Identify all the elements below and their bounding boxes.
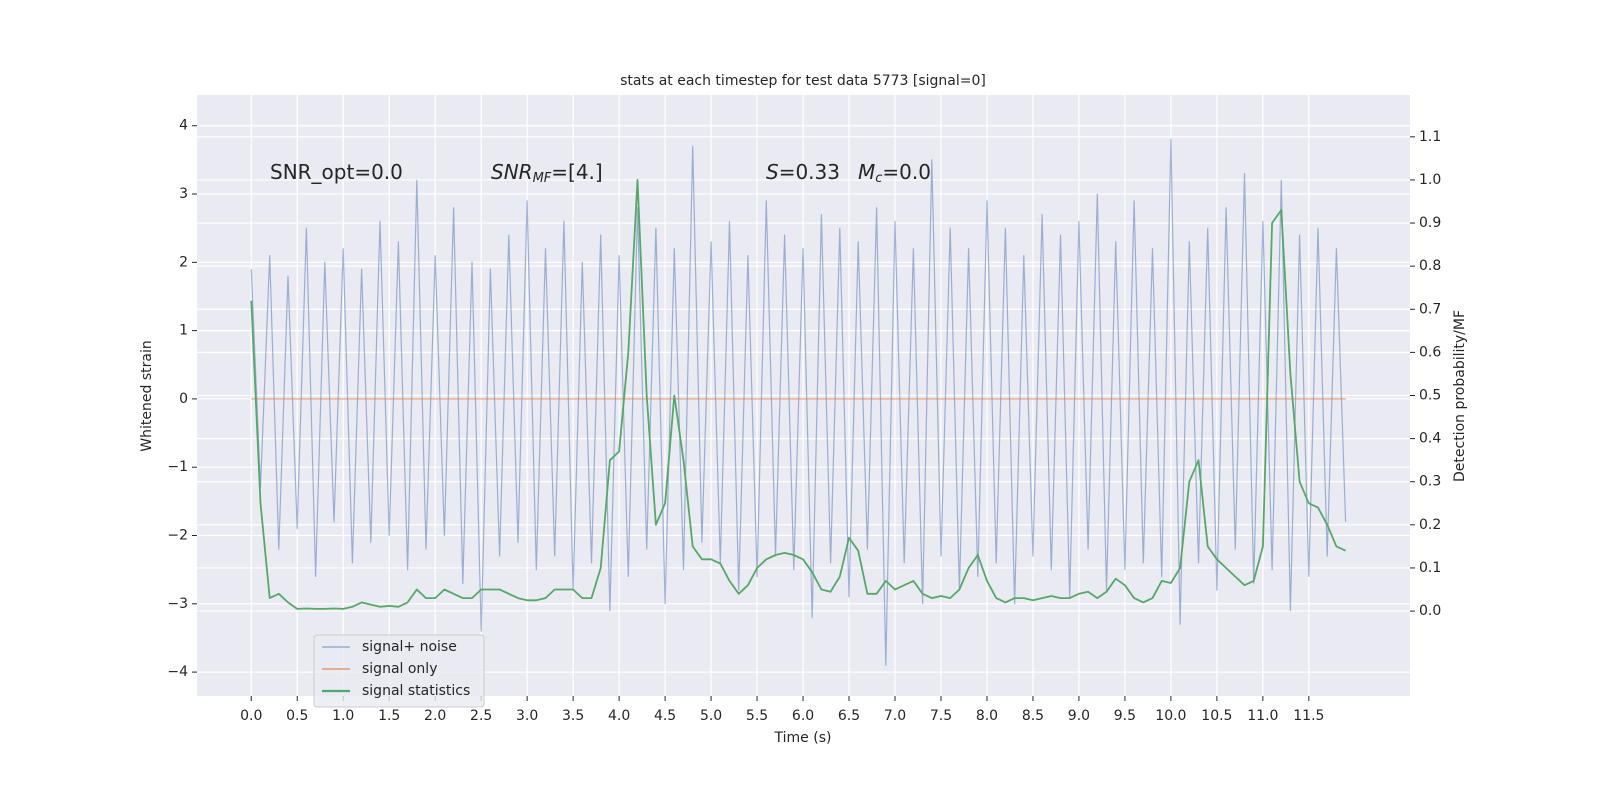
y2-tick-label: 0.6 [1419,344,1441,360]
x-tick-label: 4.5 [654,708,676,724]
annotation-part: SNR_opt=0.0 [270,160,403,184]
x-tick-label: 10.0 [1155,708,1186,724]
y-tick-label: −3 [167,596,188,612]
x-tick-label: 11.5 [1293,708,1324,724]
y2-tick-label: 1.1 [1419,129,1441,145]
legend-label: signal+ noise [362,639,457,655]
series-line [250,138,1347,666]
y-tick-label: 1 [179,323,188,339]
annotation: S=0.33 [766,160,840,184]
y2-tick-label: 0.4 [1419,431,1441,447]
y-tick-label: −2 [167,528,188,544]
annotation-part: S [766,160,779,184]
x-tick-label: 1.5 [378,708,400,724]
y2-tick-label: 0.3 [1419,474,1441,490]
y-tick-label: −1 [167,459,188,475]
x-tick-label: 2.0 [424,708,446,724]
annotation-part: =0.33 [779,160,840,184]
x-tick-label: 8.5 [1022,708,1044,724]
x-tick-label: 5.5 [746,708,768,724]
y-axis-label: Whitened strain [139,340,155,451]
y-tick-label: 2 [179,254,188,270]
y-tick-label: −4 [167,664,188,680]
annotation-part: =[4.] [551,160,602,184]
y2-tick-label: 0.8 [1419,258,1441,274]
x-tick-label: 11.0 [1247,708,1278,724]
annotation-part: M [858,160,875,184]
y2-tick-label: 0.0 [1419,603,1441,619]
annotation-part: =0.0 [882,160,931,184]
y2-tick-label: 0.5 [1419,388,1441,404]
annotation: SNRMF=[4.] [491,160,603,186]
x-tick-label: 3.5 [562,708,584,724]
legend-box [313,634,485,708]
x-tick-label: 9.5 [1114,708,1136,724]
legend-label: signal only [362,661,437,677]
annotation: SNR_opt=0.0 [270,160,403,184]
y2-tick-label: 0.1 [1419,560,1441,576]
y-tick-label: 4 [179,118,188,134]
x-tick-label: 6.0 [792,708,814,724]
x-tick-label: 7.0 [884,708,906,724]
y-tick-label: 0 [179,391,188,407]
x-tick-label: 1.0 [332,708,354,724]
y2-tick-label: 0.7 [1419,301,1441,317]
series-line [250,178,1346,610]
x-tick-label: 4.0 [608,708,630,724]
x-tick-label: 8.0 [976,708,998,724]
x-tick-label: 5.0 [700,708,722,724]
x-tick-label: 3.0 [516,708,538,724]
x-tick-label: 9.0 [1068,708,1090,724]
x-axis-label: Time (s) [774,730,832,746]
legend-label: signal statistics [362,683,470,699]
y2-tick-label: 0.2 [1419,517,1441,533]
x-tick-label: 10.5 [1201,708,1232,724]
x-tick-label: 2.5 [470,708,492,724]
y-tick-label: 3 [179,186,188,202]
y2-tick-label: 1.0 [1419,172,1441,188]
annotation-part: SNR [491,160,533,184]
annotation: Mc=0.0 [858,160,931,186]
x-tick-label: 0.5 [286,708,308,724]
y2-tick-label: 0.9 [1419,215,1441,231]
x-tick-label: 6.5 [838,708,860,724]
x-tick-label: 0.0 [240,708,262,724]
x-tick-label: 7.5 [930,708,952,724]
annotation-part: MF [533,171,552,186]
y2-axis-label: Detection probability/MF [1452,310,1468,482]
annotation-part: c [875,171,882,186]
chart-title: stats at each timestep for test data 577… [620,73,986,89]
